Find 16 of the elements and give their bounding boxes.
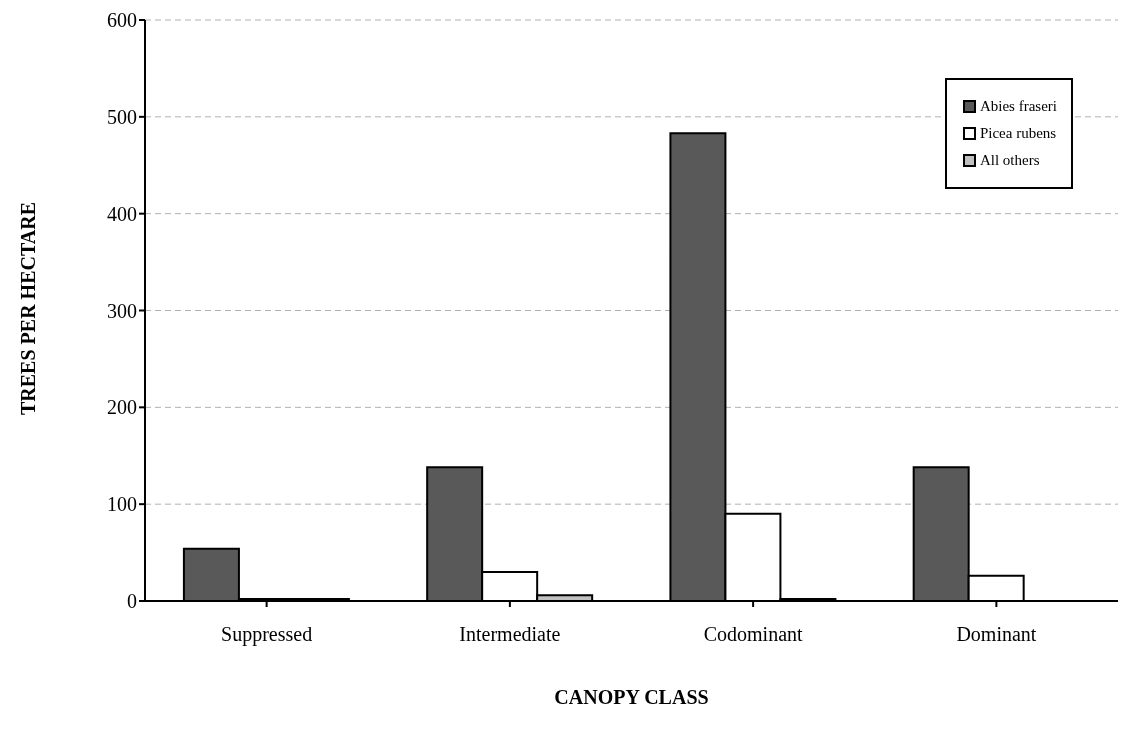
x-tick-label: Suppressed bbox=[221, 623, 313, 647]
y-tick-label: 400 bbox=[107, 202, 137, 225]
y-axis-title: TREES PER HECTARE bbox=[16, 201, 40, 415]
y-tick-label: 500 bbox=[107, 105, 137, 128]
x-tick-label: Codominant bbox=[703, 623, 804, 646]
x-axis-title: CANOPY CLASS bbox=[553, 686, 710, 709]
y-tick-label: 300 bbox=[107, 299, 137, 322]
y-tick-label: 100 bbox=[107, 493, 137, 516]
x-tick-label: Intermediate bbox=[459, 623, 561, 646]
x-tick-label: Dominant bbox=[956, 623, 1037, 646]
y-tick-label: 0 bbox=[127, 590, 137, 613]
y-tick-label: 200 bbox=[107, 396, 137, 419]
y-tick-label: 600 bbox=[107, 9, 137, 32]
legend-label: Picea rubens bbox=[979, 125, 1057, 142]
legend-label: All others bbox=[979, 152, 1040, 169]
legend-label: Abies fraseri bbox=[979, 98, 1057, 115]
